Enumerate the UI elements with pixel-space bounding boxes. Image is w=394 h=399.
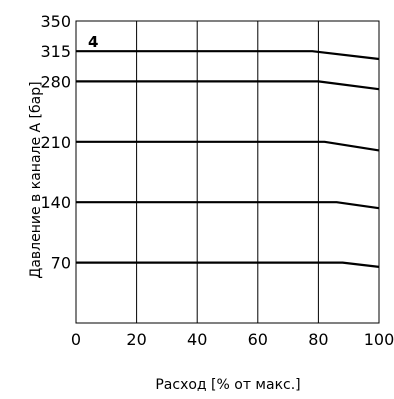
grid-layer — [75, 20, 380, 324]
pressure-curve-5 — [76, 50, 380, 61]
y-tick-label: 280 — [40, 72, 71, 91]
pressure-curve-2 — [76, 201, 380, 210]
pressure-curve-3 — [76, 140, 380, 152]
x-tick-label: 40 — [187, 330, 207, 349]
x-tick-label: 80 — [308, 330, 328, 349]
y-axis-title: Давление в канале A [бар] — [28, 81, 44, 278]
x-axis-title: Расход [% от макс.] — [155, 377, 300, 393]
x-tick-label: 60 — [248, 330, 268, 349]
x-tick-label: 100 — [364, 330, 394, 349]
pressure-curve-1 — [76, 261, 380, 268]
y-tick-label: 70 — [51, 254, 71, 273]
curve-number-annotation: 4 — [88, 33, 98, 51]
y-tick-label: 140 — [40, 193, 71, 212]
x-tick-label: 20 — [126, 330, 146, 349]
y-tick-label: 315 — [40, 42, 71, 61]
plot-frame — [75, 20, 380, 324]
y-tick-label: 350 — [40, 12, 71, 31]
x-tick-label: 0 — [71, 330, 81, 349]
tick-layer: 0 20 40 60 80 100 70 140 210 280 315 350 — [40, 12, 394, 349]
series-layer — [76, 50, 380, 268]
pressure-curve-4 — [76, 80, 380, 91]
y-tick-label: 210 — [40, 133, 71, 152]
